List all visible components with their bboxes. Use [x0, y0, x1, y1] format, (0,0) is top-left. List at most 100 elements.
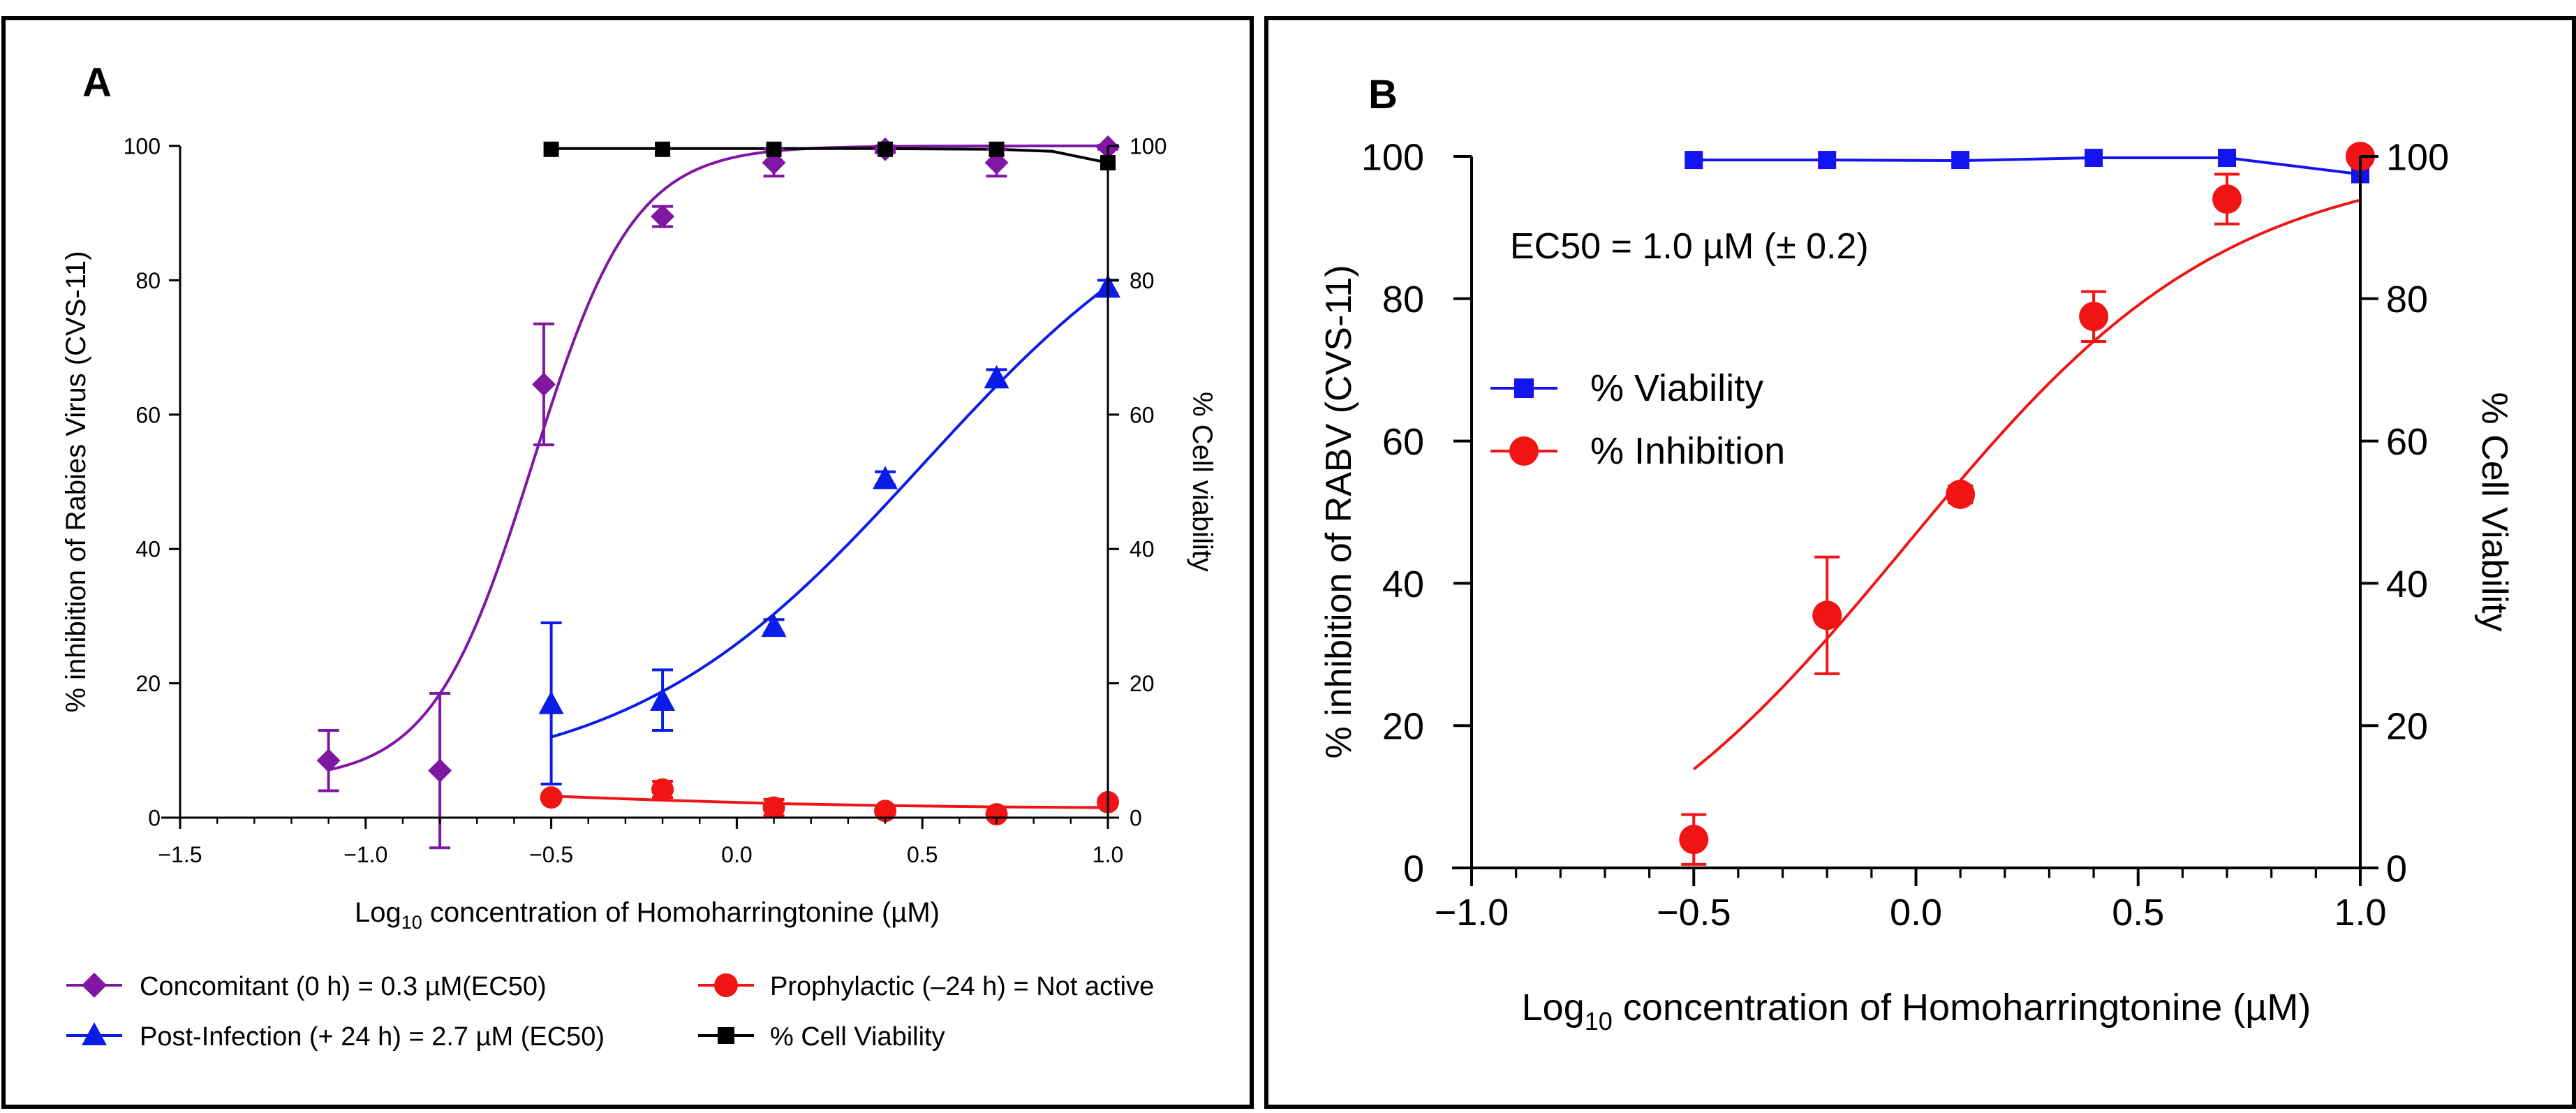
panel-b-x-title-log: Log — [1522, 987, 1585, 1029]
panel-a-label: A — [82, 60, 112, 105]
x-tick-label: 0.0 — [721, 842, 752, 867]
a-cell_viability-point — [543, 141, 559, 157]
legend-label-cell-viability: % Cell Viability — [770, 1022, 945, 1052]
legend-label-viability: % Viability — [1590, 367, 1763, 409]
b-viability_b-point — [2218, 149, 2237, 168]
y-left-tick-label: 0 — [1403, 848, 1424, 890]
b-inhibition_b-point — [2212, 184, 2242, 214]
b-inhibition_b-point — [1812, 600, 1842, 631]
x-tick-label: −1.0 — [343, 842, 387, 867]
legend-item-cell-viability: % Cell Viability — [698, 1022, 945, 1052]
y-left-tick-label: 20 — [1382, 706, 1424, 748]
y-right-tick-label: 100 — [2386, 136, 2449, 178]
panel-a-x-title-sub: 10 — [401, 912, 422, 933]
a-concomitant-point — [316, 749, 341, 773]
b-viability_b-fit-line — [1694, 156, 2361, 176]
b-inhibition_b-point — [1946, 480, 1976, 510]
y-left-tick-label: 0 — [148, 806, 161, 831]
y-right-tick-label: 60 — [2386, 421, 2428, 463]
y-left-tick-label: 60 — [135, 402, 161, 427]
legend-marker-prophylactic — [714, 973, 738, 997]
panel-a-plot-area: −1.5 −1.0 −0.5 0.0 0.5 1.0 0 0 20 20 40 40 60 60 80 80 1… — [124, 134, 1167, 867]
a-post_infection-point — [650, 687, 676, 711]
a-post_infection-point — [873, 466, 898, 489]
panel-a-legend: Concomitant (0 h) = 0.3 µM(EC50) Prophyl… — [66, 972, 1154, 1052]
x-tick-label: −1.0 — [1435, 892, 1509, 934]
a-cell_viability-point — [878, 141, 894, 157]
panel-b-label: B — [1368, 72, 1398, 117]
y-left-tick-label: 40 — [1382, 563, 1424, 605]
x-tick-label: −1.5 — [158, 842, 202, 867]
a-post_infection-point — [984, 364, 1009, 389]
legend-item-post-infection: Post-Infection (+ 24 h) = 2.7 µM (EC50) — [66, 1022, 605, 1052]
panel-b-x-title: Log10 concentration of Homoharringtonine… — [1522, 987, 2311, 1035]
legend-item-inhibition: % Inhibition — [1490, 430, 1785, 472]
y-right-tick-label: 0 — [2386, 848, 2407, 890]
a-post_infection-point — [538, 691, 564, 714]
y-right-tick-label: 60 — [1130, 402, 1155, 427]
a-prophylactic-point — [874, 799, 897, 823]
b-viability_b-point — [1951, 151, 1970, 170]
a-prophylactic-point — [540, 786, 563, 809]
x-tick-label: 0.0 — [1890, 892, 1942, 934]
panel-b-frame — [1264, 16, 2576, 1109]
y-right-tick-label: 80 — [2386, 279, 2428, 320]
b-inhibition_b-point — [2079, 302, 2109, 332]
legend-marker-post-infection — [82, 1022, 107, 1045]
a-prophylactic-point — [651, 778, 674, 801]
y-right-tick-label: 20 — [1130, 671, 1155, 696]
b-inhibition_b-point — [1679, 825, 1709, 855]
panel-b-marks — [1679, 142, 2375, 866]
legend-label-concomitant: Concomitant (0 h) = 0.3 µM(EC50) — [140, 972, 547, 1001]
y-right-tick-label: 40 — [2386, 563, 2428, 605]
a-concomitant-point — [651, 205, 675, 229]
y-left-tick-label: 100 — [1361, 136, 1424, 178]
y-left-tick-label: 80 — [1382, 279, 1424, 320]
legend-marker-cell-viability — [718, 1027, 734, 1044]
a-post_infection-point — [761, 613, 787, 637]
y-left-tick-label: 40 — [135, 537, 161, 562]
a-prophylactic-fit-line — [551, 795, 1109, 809]
legend-label-prophylactic: Prophylactic (–24 h) = Not active — [770, 972, 1154, 1001]
legend-label-inhibition: % Inhibition — [1590, 430, 1785, 472]
a-prophylactic-point — [762, 796, 785, 819]
panel-a: A −1.5 −1.0 −0.5 0.0 0.5 1.0 0 0 20 20 40 40 60 60 80 8… — [1, 16, 1254, 1109]
a-concomitant-point — [531, 372, 556, 397]
y-left-tick-label: 80 — [135, 268, 161, 293]
panel-a-x-title-log: Log — [355, 897, 401, 928]
panel-b-y-left-title: % inhibition of RABV (CVS-11) — [1319, 265, 1359, 758]
legend-item-concomitant: Concomitant (0 h) = 0.3 µM(EC50) — [66, 972, 547, 1001]
a-post_infection-fit-line — [551, 285, 1109, 739]
legend-marker-concomitant — [82, 973, 107, 998]
b-viability_b-point — [2085, 149, 2103, 168]
legend-marker-viability — [1514, 378, 1534, 398]
panel-a-x-title: Log10 concentration of Homoharringtonine… — [355, 897, 940, 933]
y-left-tick-label: 60 — [1382, 421, 1424, 463]
panel-b-annotation: EC50 = 1.0 µM (± 0.2) — [1510, 226, 1869, 267]
a-concomitant-point — [428, 758, 452, 783]
legend-marker-inhibition — [1509, 436, 1539, 466]
panel-b-y-right-title: % Cell Viability — [2474, 392, 2515, 632]
a-prophylactic-point — [985, 803, 1008, 826]
y-right-tick-label: 100 — [1130, 134, 1167, 159]
panel-a-ticks: −1.5 −1.0 −0.5 0.0 0.5 1.0 0 0 20 20 40 40 60 60 80 80 1… — [124, 134, 1167, 867]
y-left-tick-label: 100 — [124, 134, 161, 159]
panel-b-x-title-sub: 10 — [1585, 1007, 1613, 1035]
x-tick-label: −0.5 — [529, 842, 573, 867]
legend-item-viability: % Viability — [1490, 367, 1763, 409]
x-tick-label: −0.5 — [1657, 892, 1731, 934]
legend-item-prophylactic: Prophylactic (–24 h) = Not active — [698, 972, 1154, 1001]
y-right-tick-label: 80 — [1130, 268, 1155, 293]
panel-a-x-title-rest: concentration of Homoharringtonine (µM) — [422, 897, 940, 928]
panel-b-legend: % Viability % Inhibition — [1490, 367, 1785, 472]
b-viability_b-point — [1685, 151, 1703, 170]
a-cell_viability-point — [989, 141, 1005, 157]
a-cell_viability-point — [655, 141, 671, 157]
b-viability_b-point — [1818, 151, 1837, 170]
y-right-tick-label: 0 — [1130, 806, 1142, 831]
x-tick-label: 0.5 — [907, 842, 938, 867]
